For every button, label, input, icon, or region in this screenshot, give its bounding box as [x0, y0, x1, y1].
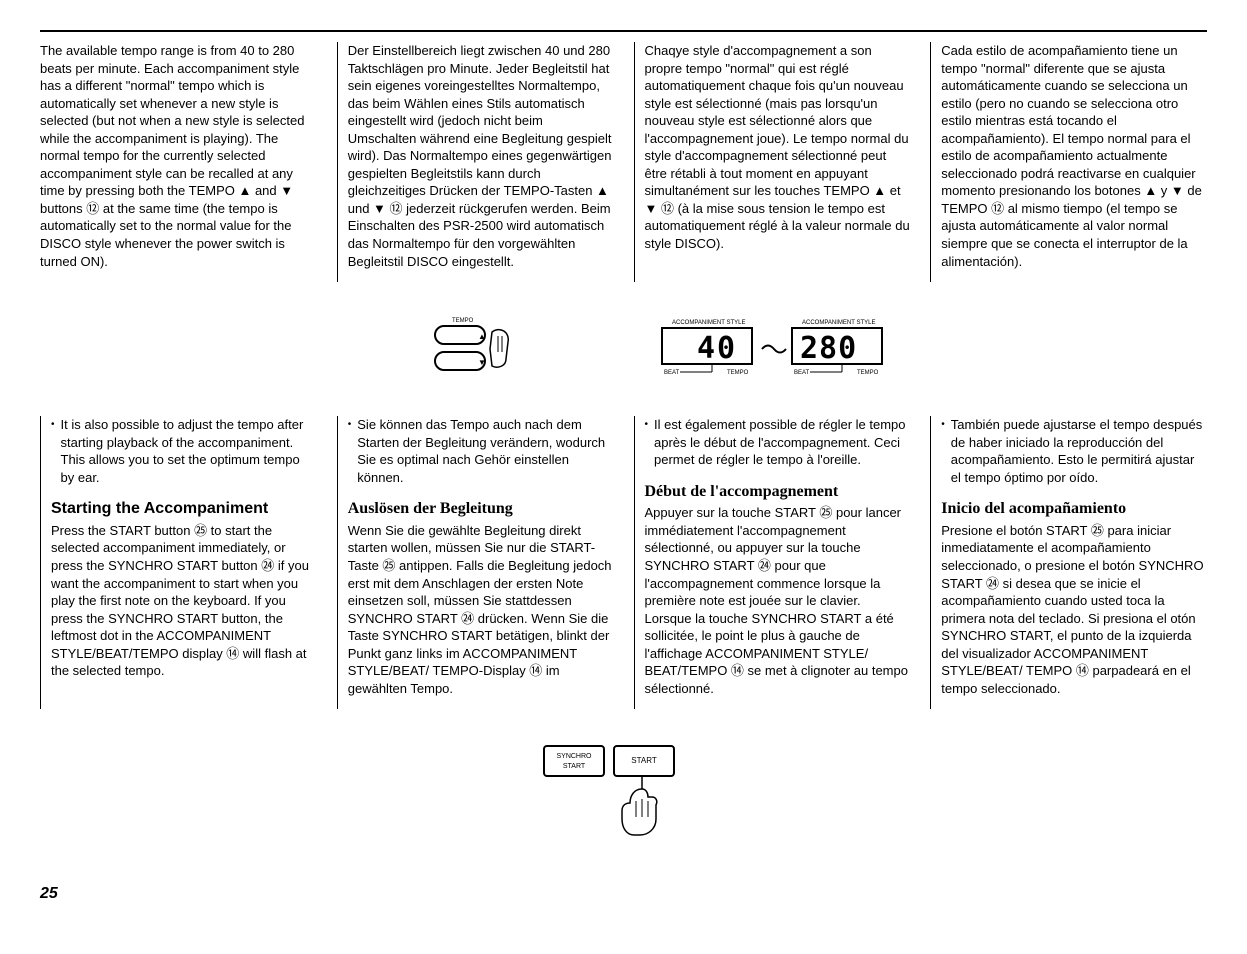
- tempo-value-high: 280: [800, 331, 857, 366]
- tempo-label: TEMPO: [452, 318, 474, 324]
- start-buttons-diagram: SYNCHRO START START: [337, 741, 911, 841]
- beat-label-1: BEAT: [664, 370, 680, 376]
- svg-text:▼: ▼: [478, 358, 486, 367]
- col-fr-2: Il est également possible de régler le t…: [634, 416, 911, 709]
- para-tempo-range-de: Der Einstellbereich liegt zwischen 40 un…: [348, 42, 614, 270]
- heading-start-fr: Début de l'accompagnement: [645, 481, 911, 503]
- tempo-label-1: TEMPO: [727, 370, 749, 376]
- page-number: 25: [40, 883, 1207, 905]
- para-start-es: Presione el botón START ㉕ para iniciar i…: [941, 522, 1207, 697]
- col-es: Cada estilo de acompañamiento tiene un t…: [930, 42, 1207, 282]
- para-start-en: Press the START button ㉕ to start the se…: [51, 522, 317, 680]
- svg-text:▲: ▲: [478, 332, 486, 341]
- display-top-label-2: ACCOMPANIMENT STYLE: [802, 320, 875, 326]
- tempo-illustrations: TEMPO ▲ ▼ ACCOMPANIMENT STYLE 40: [40, 302, 1207, 396]
- start-button-illustration-row: SYNCHRO START START: [40, 729, 1207, 853]
- hand-icon: [622, 776, 657, 835]
- synchro-start-label-line1: SYNCHRO: [556, 753, 592, 760]
- bullet-adjust-de: Sie können das Tempo auch nach dem Start…: [348, 416, 614, 486]
- bullet-adjust-fr: Il est également possible de régler le t…: [645, 416, 911, 469]
- col-de: Der Einstellbereich liegt zwischen 40 un…: [337, 42, 614, 282]
- col-de-2: Sie können das Tempo auch nach dem Start…: [337, 416, 614, 709]
- para-start-fr: Appuyer sur la touche START ㉕ pour lance…: [645, 504, 911, 697]
- col-fr: Chaqye style d'accompagnement a son prop…: [634, 42, 911, 282]
- heading-start-de: Auslösen der Begleitung: [348, 498, 614, 520]
- heading-start-es: Inicio del acompañamiento: [941, 498, 1207, 520]
- manual-page: The available tempo range is from 40 to …: [40, 30, 1207, 905]
- column-layout: The available tempo range is from 40 to …: [40, 30, 1207, 853]
- para-start-de: Wenn Sie die gewählte Begleitung direkt …: [348, 522, 614, 697]
- bullet-adjust-es: También puede ajustarse el tempo después…: [941, 416, 1207, 486]
- para-tempo-range-en: The available tempo range is from 40 to …: [40, 42, 317, 270]
- tempo-value-low: 40: [697, 331, 737, 366]
- heading-start-en: Starting the Accompaniment: [51, 498, 317, 520]
- bullet-adjust-en: It is also possible to adjust the tempo …: [51, 416, 317, 486]
- col-en: The available tempo range is from 40 to …: [40, 42, 317, 282]
- synchro-start-label-line2: START: [562, 763, 585, 770]
- display-top-label-1: ACCOMPANIMENT STYLE: [672, 320, 745, 326]
- tempo-display-range: ACCOMPANIMENT STYLE 40 BEAT TEMPO ACCOMP…: [634, 314, 911, 384]
- col-en-2: It is also possible to adjust the tempo …: [40, 416, 317, 709]
- tempo-label-2: TEMPO: [857, 370, 879, 376]
- start-label: START: [631, 756, 657, 765]
- col-es-2: También puede ajustarse el tempo después…: [930, 416, 1207, 709]
- para-tempo-range-es: Cada estilo de acompañamiento tiene un t…: [941, 42, 1207, 270]
- beat-label-2: BEAT: [794, 370, 810, 376]
- tempo-button-diagram: TEMPO ▲ ▼: [337, 314, 614, 384]
- para-tempo-range-fr: Chaqye style d'accompagnement a son prop…: [645, 42, 911, 253]
